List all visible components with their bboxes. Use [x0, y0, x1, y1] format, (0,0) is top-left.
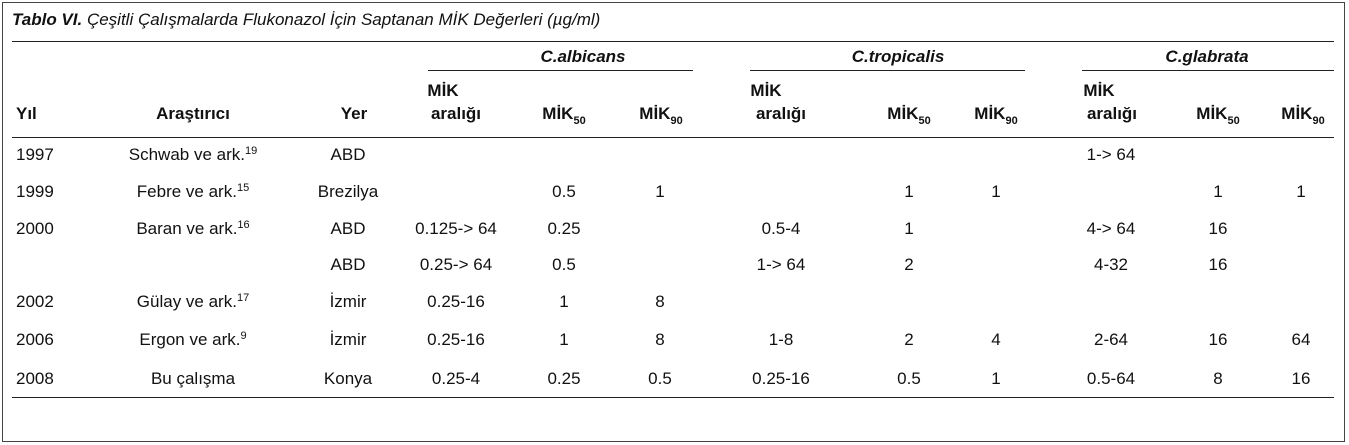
header-glabrata-mic90: MİK90	[1281, 104, 1325, 127]
header-year: Yıl	[16, 104, 37, 123]
group-header-tropicalis: C.tropicalis	[851, 47, 945, 66]
cell-gla90: 16	[1291, 369, 1311, 388]
cell-gla-range: 4-> 64	[1086, 219, 1136, 238]
cell-alb90: 1	[655, 182, 665, 201]
cell-tro-range: 1-> 64	[756, 255, 806, 274]
cell-alb-range: 0.125-> 64	[415, 219, 497, 238]
cell-place: İzmir	[329, 292, 367, 311]
cell-gla50: 8	[1213, 369, 1223, 388]
cell-tro50: 1	[904, 219, 914, 238]
cell-alb90: 8	[655, 330, 665, 349]
table-caption: Tablo VI. Çeşitli Çalışmalarda Flukonazo…	[12, 10, 600, 30]
cell-place: ABD	[330, 255, 366, 274]
cell-alb50: 0.5	[552, 255, 576, 274]
caption-title: Çeşitli Çalışmalarda Flukonazol İçin Sap…	[86, 10, 601, 29]
group-rule-tropicalis	[750, 70, 1025, 71]
cell-alb-range: 0.25-16	[427, 330, 485, 349]
cell-alb90: 0.5	[648, 369, 672, 388]
header-tropicalis-mic90: MİK90	[974, 104, 1018, 127]
cell-gla50: 16	[1208, 255, 1228, 274]
cell-gla50: 16	[1208, 330, 1228, 349]
header-albicans-mic90: MİK90	[639, 104, 683, 127]
cell-place: Konya	[323, 369, 373, 388]
cell-tro50: 0.5	[897, 369, 921, 388]
cell-alb50: 0.25	[547, 219, 581, 238]
reference-superscript: 17	[236, 292, 250, 304]
cell-alb-range: 0.25-4	[431, 369, 481, 388]
cell-author: Bu çalışma	[150, 369, 236, 388]
cell-alb-range: 0.25-16	[427, 292, 485, 311]
reference-superscript: 9	[240, 330, 247, 342]
caption-label: Tablo VI.	[12, 10, 83, 29]
cell-tro-range: 0.25-16	[752, 369, 810, 388]
cell-author: Baran ve ark.16	[136, 219, 250, 238]
cell-place: Brezilya	[317, 182, 379, 201]
cell-tro50: 1	[904, 182, 914, 201]
table-bottom-rule	[12, 397, 1334, 398]
header-tropicalis-range-line2: aralığı	[755, 104, 807, 123]
top-rule	[12, 41, 1334, 42]
cell-author: Schwab ve ark.19	[128, 145, 258, 164]
cell-gla50: 1	[1213, 182, 1223, 201]
group-rule-glabrata	[1082, 70, 1334, 71]
cell-tro50: 2	[904, 330, 914, 349]
cell-alb50: 0.25	[547, 369, 581, 388]
header-tropicalis-mic50: MİK50	[887, 104, 931, 127]
cell-place: İzmir	[329, 330, 367, 349]
cell-alb50: 1	[559, 292, 569, 311]
cell-tro-range: 1-8	[768, 330, 794, 349]
cell-alb50: 0.5	[552, 182, 576, 201]
cell-year: 2006	[16, 330, 54, 349]
cell-tro90: 1	[991, 182, 1001, 201]
cell-author: Gülay ve ark.17	[136, 292, 250, 311]
cell-place: ABD	[330, 219, 366, 238]
cell-gla50: 16	[1208, 219, 1228, 238]
cell-year: 1997	[16, 145, 54, 164]
cell-tro-range: 0.5-4	[761, 219, 801, 238]
header-albicans-range-line2: aralığı	[430, 104, 482, 123]
cell-gla-range: 4-32	[1093, 255, 1129, 274]
cell-gla-range: 0.5-64	[1086, 369, 1136, 388]
header-albicans-range-line1: MİK	[427, 81, 459, 100]
cell-gla90: 64	[1291, 330, 1311, 349]
cell-year: 2008	[16, 369, 54, 388]
reference-superscript: 19	[244, 145, 258, 157]
cell-tro50: 2	[904, 255, 914, 274]
header-place: Yer	[340, 104, 368, 123]
cell-alb-range: 0.25-> 64	[419, 255, 493, 274]
group-header-glabrata: C.glabrata	[1165, 47, 1249, 66]
header-tropicalis-range-line1: MİK	[750, 81, 782, 100]
cell-year: 2002	[16, 292, 54, 311]
cell-place: ABD	[330, 145, 366, 164]
group-header-albicans: C.albicans	[540, 47, 626, 66]
cell-tro90: 4	[991, 330, 1001, 349]
cell-tro90: 1	[991, 369, 1001, 388]
cell-author: Febre ve ark.15	[136, 182, 250, 201]
header-albicans-mic50: MİK50	[542, 104, 586, 127]
cell-year: 1999	[16, 182, 54, 201]
cell-gla-range: 1-> 64	[1086, 145, 1136, 164]
group-rule-albicans	[428, 70, 693, 71]
header-glabrata-mic50: MİK50	[1196, 104, 1240, 127]
reference-superscript: 16	[237, 219, 250, 231]
cell-author: Ergon ve ark.9	[139, 330, 247, 349]
header-glabrata-range-line1: MİK	[1083, 81, 1115, 100]
header-researcher: Araştırıcı	[156, 104, 230, 123]
cell-gla-range: 2-64	[1093, 330, 1129, 349]
cell-gla90: 1	[1296, 182, 1306, 201]
cell-alb50: 1	[559, 330, 569, 349]
header-glabrata-range-line2: aralığı	[1086, 104, 1138, 123]
cell-alb90: 8	[655, 292, 665, 311]
header-bottom-rule	[12, 137, 1334, 138]
cell-year: 2000	[16, 219, 54, 238]
reference-superscript: 15	[236, 182, 250, 194]
